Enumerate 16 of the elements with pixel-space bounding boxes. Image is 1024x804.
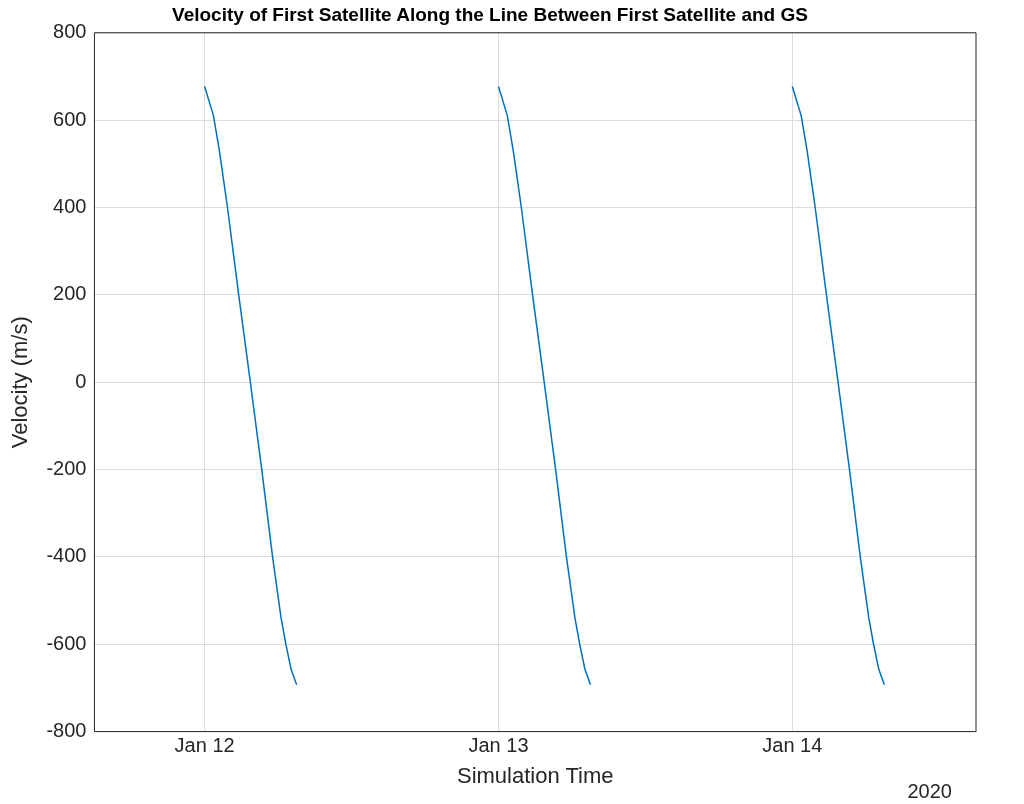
chart-title: Velocity of First Satellite Along the Line Between First Satellite and GS	[172, 3, 808, 25]
y-tick-label: -200	[46, 457, 87, 480]
y-tick-label: -800	[46, 719, 87, 742]
y-tick-label: 0	[75, 369, 87, 392]
x-tick-label: Jan 12	[174, 734, 235, 757]
y-tick-label: 200	[53, 282, 87, 305]
y-tick-label: 600	[53, 107, 87, 130]
text: 2020	[907, 779, 952, 802]
x-tick-label: Jan 13	[468, 734, 529, 757]
x-axis-title: Simulation Time	[456, 762, 614, 788]
x-tick-label: Jan 14	[762, 734, 823, 757]
y-tick-label: 400	[53, 195, 87, 218]
y-axis-title: Velocity (m/s)	[7, 316, 33, 449]
y-tick-label: -400	[46, 544, 87, 567]
y-tick-label: 800	[53, 20, 87, 43]
y-tick-label: -600	[46, 631, 87, 654]
